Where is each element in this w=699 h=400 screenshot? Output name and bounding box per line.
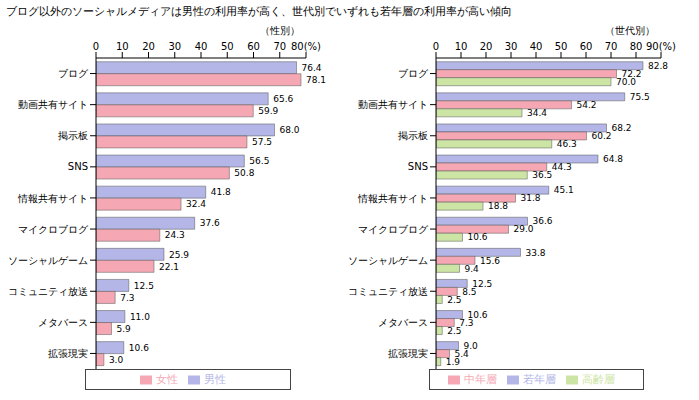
svg-text:60.2: 60.2: [592, 131, 612, 141]
svg-text:20: 20: [480, 41, 493, 52]
svg-text:9.0: 9.0: [463, 340, 478, 351]
svg-text:60: 60: [247, 41, 260, 52]
svg-text:68.0: 68.0: [280, 125, 300, 135]
svg-text:40: 40: [530, 41, 543, 52]
svg-text:57.5: 57.5: [252, 137, 272, 147]
svg-text:ブログ: ブログ: [398, 68, 429, 79]
svg-text:SNS: SNS: [68, 161, 88, 172]
svg-text:10.6: 10.6: [467, 309, 488, 320]
svg-text:22.1: 22.1: [159, 262, 179, 272]
svg-text:80: 80: [630, 41, 643, 52]
svg-text:拡張現実: 拡張現実: [388, 348, 428, 359]
svg-text:59.9: 59.9: [258, 106, 278, 116]
svg-text:50: 50: [555, 41, 568, 52]
svg-text:70: 70: [605, 41, 618, 52]
svg-text:コミュニティ放送: コミュニティ放送: [8, 286, 88, 297]
svg-text:11.0: 11.0: [130, 312, 150, 322]
svg-text:41.8: 41.8: [211, 187, 231, 197]
svg-text:10.6: 10.6: [129, 343, 149, 353]
svg-text:33.8: 33.8: [526, 248, 546, 258]
svg-text:72.2: 72.2: [621, 68, 642, 79]
svg-text:25.9: 25.9: [169, 250, 189, 260]
svg-text:0: 0: [93, 41, 99, 52]
svg-text:90(%): 90(%): [646, 41, 676, 52]
svg-text:12.5: 12.5: [472, 278, 493, 289]
svg-text:24.3: 24.3: [165, 230, 185, 240]
svg-text:46.3: 46.3: [557, 139, 577, 149]
svg-text:37.6: 37.6: [200, 218, 220, 228]
svg-text:36.6: 36.6: [533, 216, 553, 226]
svg-text:2.5: 2.5: [447, 295, 461, 305]
svg-text:29.0: 29.0: [514, 224, 534, 234]
svg-text:5.4: 5.4: [454, 348, 469, 359]
svg-text:50.8: 50.8: [234, 168, 254, 178]
html-text:若年層: 若年層: [522, 373, 556, 386]
svg-text:82.8: 82.8: [648, 61, 668, 71]
svg-text:10: 10: [455, 41, 468, 52]
svg-text:65.6: 65.6: [273, 94, 293, 104]
svg-text:0: 0: [433, 41, 439, 52]
svg-text:7.3: 7.3: [459, 317, 474, 328]
html-text:（世代別）: （世代別）: [605, 25, 655, 36]
svg-text:56.5: 56.5: [249, 156, 269, 166]
svg-text:70: 70: [273, 41, 286, 52]
svg-text:20: 20: [142, 41, 155, 52]
svg-text:45.1: 45.1: [554, 185, 574, 195]
svg-text:40: 40: [195, 41, 208, 52]
svg-text:ブログ: ブログ: [58, 68, 89, 79]
svg-text:31.8: 31.8: [521, 193, 541, 203]
html-text:中年層: 中年層: [463, 373, 497, 386]
svg-text:10: 10: [116, 41, 129, 52]
svg-text:70.0: 70.0: [616, 77, 636, 87]
svg-text:掲示板: 掲示板: [58, 130, 88, 141]
svg-text:ソーシャルゲーム: ソーシャルゲーム: [348, 255, 428, 266]
svg-text:30: 30: [168, 41, 181, 52]
html-text:（性別）: （性別）: [260, 25, 300, 36]
svg-text:5.9: 5.9: [116, 324, 131, 334]
svg-text:50: 50: [221, 41, 234, 52]
svg-text:12.5: 12.5: [134, 281, 154, 291]
svg-text:動画共有サイト: 動画共有サイト: [358, 99, 428, 110]
svg-text:2.5: 2.5: [447, 326, 461, 336]
html-text:女性: 女性: [156, 373, 178, 386]
svg-text:コミュニティ放送: コミュニティ放送: [348, 286, 428, 297]
html-text:高齢層: 高齢層: [581, 373, 615, 386]
svg-text:44.3: 44.3: [552, 162, 572, 172]
svg-text:75.5: 75.5: [630, 92, 650, 102]
svg-text:3.0: 3.0: [109, 355, 124, 365]
svg-text:掲示板: 掲示板: [398, 130, 428, 141]
svg-text:78.1: 78.1: [306, 75, 326, 85]
html-text:男性: 男性: [204, 373, 226, 386]
svg-text:36.5: 36.5: [532, 170, 552, 180]
svg-text:メタバース: メタバース: [378, 317, 428, 328]
svg-text:76.4: 76.4: [302, 63, 322, 73]
svg-text:80(%): 80(%): [291, 41, 321, 52]
svg-text:ソーシャルゲーム: ソーシャルゲーム: [8, 255, 88, 266]
svg-text:64.8: 64.8: [603, 154, 623, 164]
svg-text:9.4: 9.4: [465, 264, 480, 274]
svg-text:メタバース: メタバース: [38, 317, 88, 328]
svg-text:10.6: 10.6: [468, 232, 488, 242]
svg-text:34.4: 34.4: [527, 108, 547, 118]
svg-text:30: 30: [505, 41, 518, 52]
svg-text:マイクロブログ: マイクロブログ: [358, 224, 429, 235]
svg-text:60: 60: [580, 41, 593, 52]
svg-text:8.5: 8.5: [462, 287, 476, 297]
svg-text:32.4: 32.4: [186, 199, 206, 209]
svg-text:1.9: 1.9: [446, 357, 461, 367]
svg-text:18.8: 18.8: [488, 201, 508, 211]
svg-text:15.6: 15.6: [480, 256, 500, 266]
svg-text:SNS: SNS: [408, 161, 428, 172]
svg-text:動画共有サイト: 動画共有サイト: [18, 99, 88, 110]
svg-text:情報共有サイト: 情報共有サイト: [17, 193, 88, 204]
svg-text:54.2: 54.2: [577, 100, 597, 110]
svg-text:7.3: 7.3: [120, 293, 134, 303]
svg-text:拡張現実: 拡張現実: [48, 348, 88, 359]
svg-text:マイクロブログ: マイクロブログ: [18, 224, 89, 235]
svg-text:情報共有サイト: 情報共有サイト: [357, 193, 428, 204]
html-text:ブログ以外のソーシャルメディアは男性の利用率が高く、世代別で: ブログ以外のソーシャルメディアは男性の利用率が高く、世代別でいずれも若年層の利用…: [6, 5, 512, 18]
svg-text:68.2: 68.2: [612, 123, 632, 133]
